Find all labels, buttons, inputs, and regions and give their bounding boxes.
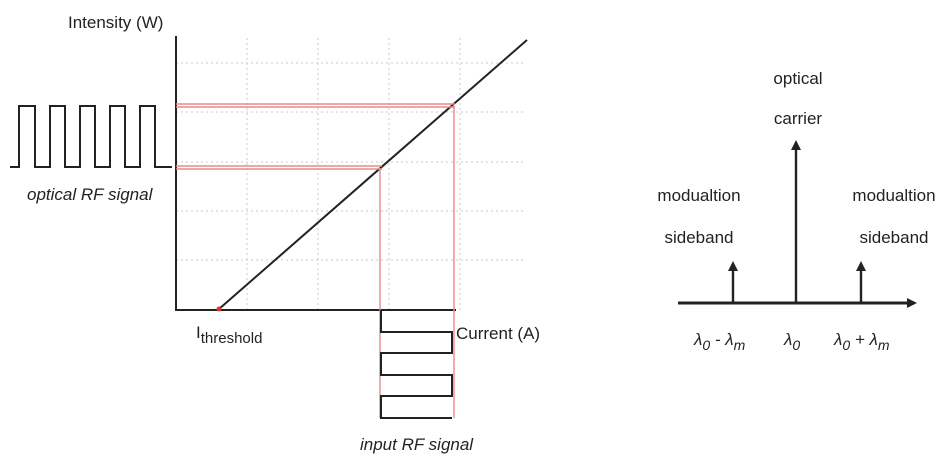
optical-rf-signal-label: optical RF signal (27, 185, 154, 204)
threshold-label: Ithreshold (196, 323, 262, 347)
wavelength-label-center: λ0 (783, 330, 800, 353)
right-sideband-label-line1: modualtion (852, 186, 935, 205)
optical-carrier-label-line2: carrier (774, 109, 823, 128)
optical-rf-signal-waveform (10, 105, 172, 168)
x-axis-label: Current (A) (456, 324, 540, 343)
y-axis-label: Intensity (W) (68, 13, 163, 32)
wavelength-label-lower: λ0 - λm (693, 330, 746, 353)
threshold-point (216, 306, 222, 312)
grid-lines (176, 38, 526, 310)
left-sideband-label-line1: modualtion (657, 186, 740, 205)
projection-lines (176, 103, 455, 418)
optical-carrier-label-line1: optical (773, 69, 822, 88)
input-rf-signal-label: input RF signal (360, 435, 474, 454)
left-sideband-label-line2: sideband (664, 228, 733, 247)
li-characteristic-line (218, 39, 528, 310)
li-curve-diagram: Intensity (W) Current (A) Ithreshold opt… (10, 13, 540, 454)
input-rf-signal-waveform (380, 310, 453, 419)
right-sideband-label-line2: sideband (859, 228, 928, 247)
optical-spectrum-diagram: optical carrier modualtion sideband modu… (657, 69, 935, 353)
wavelength-label-upper: λ0 + λm (833, 330, 890, 353)
